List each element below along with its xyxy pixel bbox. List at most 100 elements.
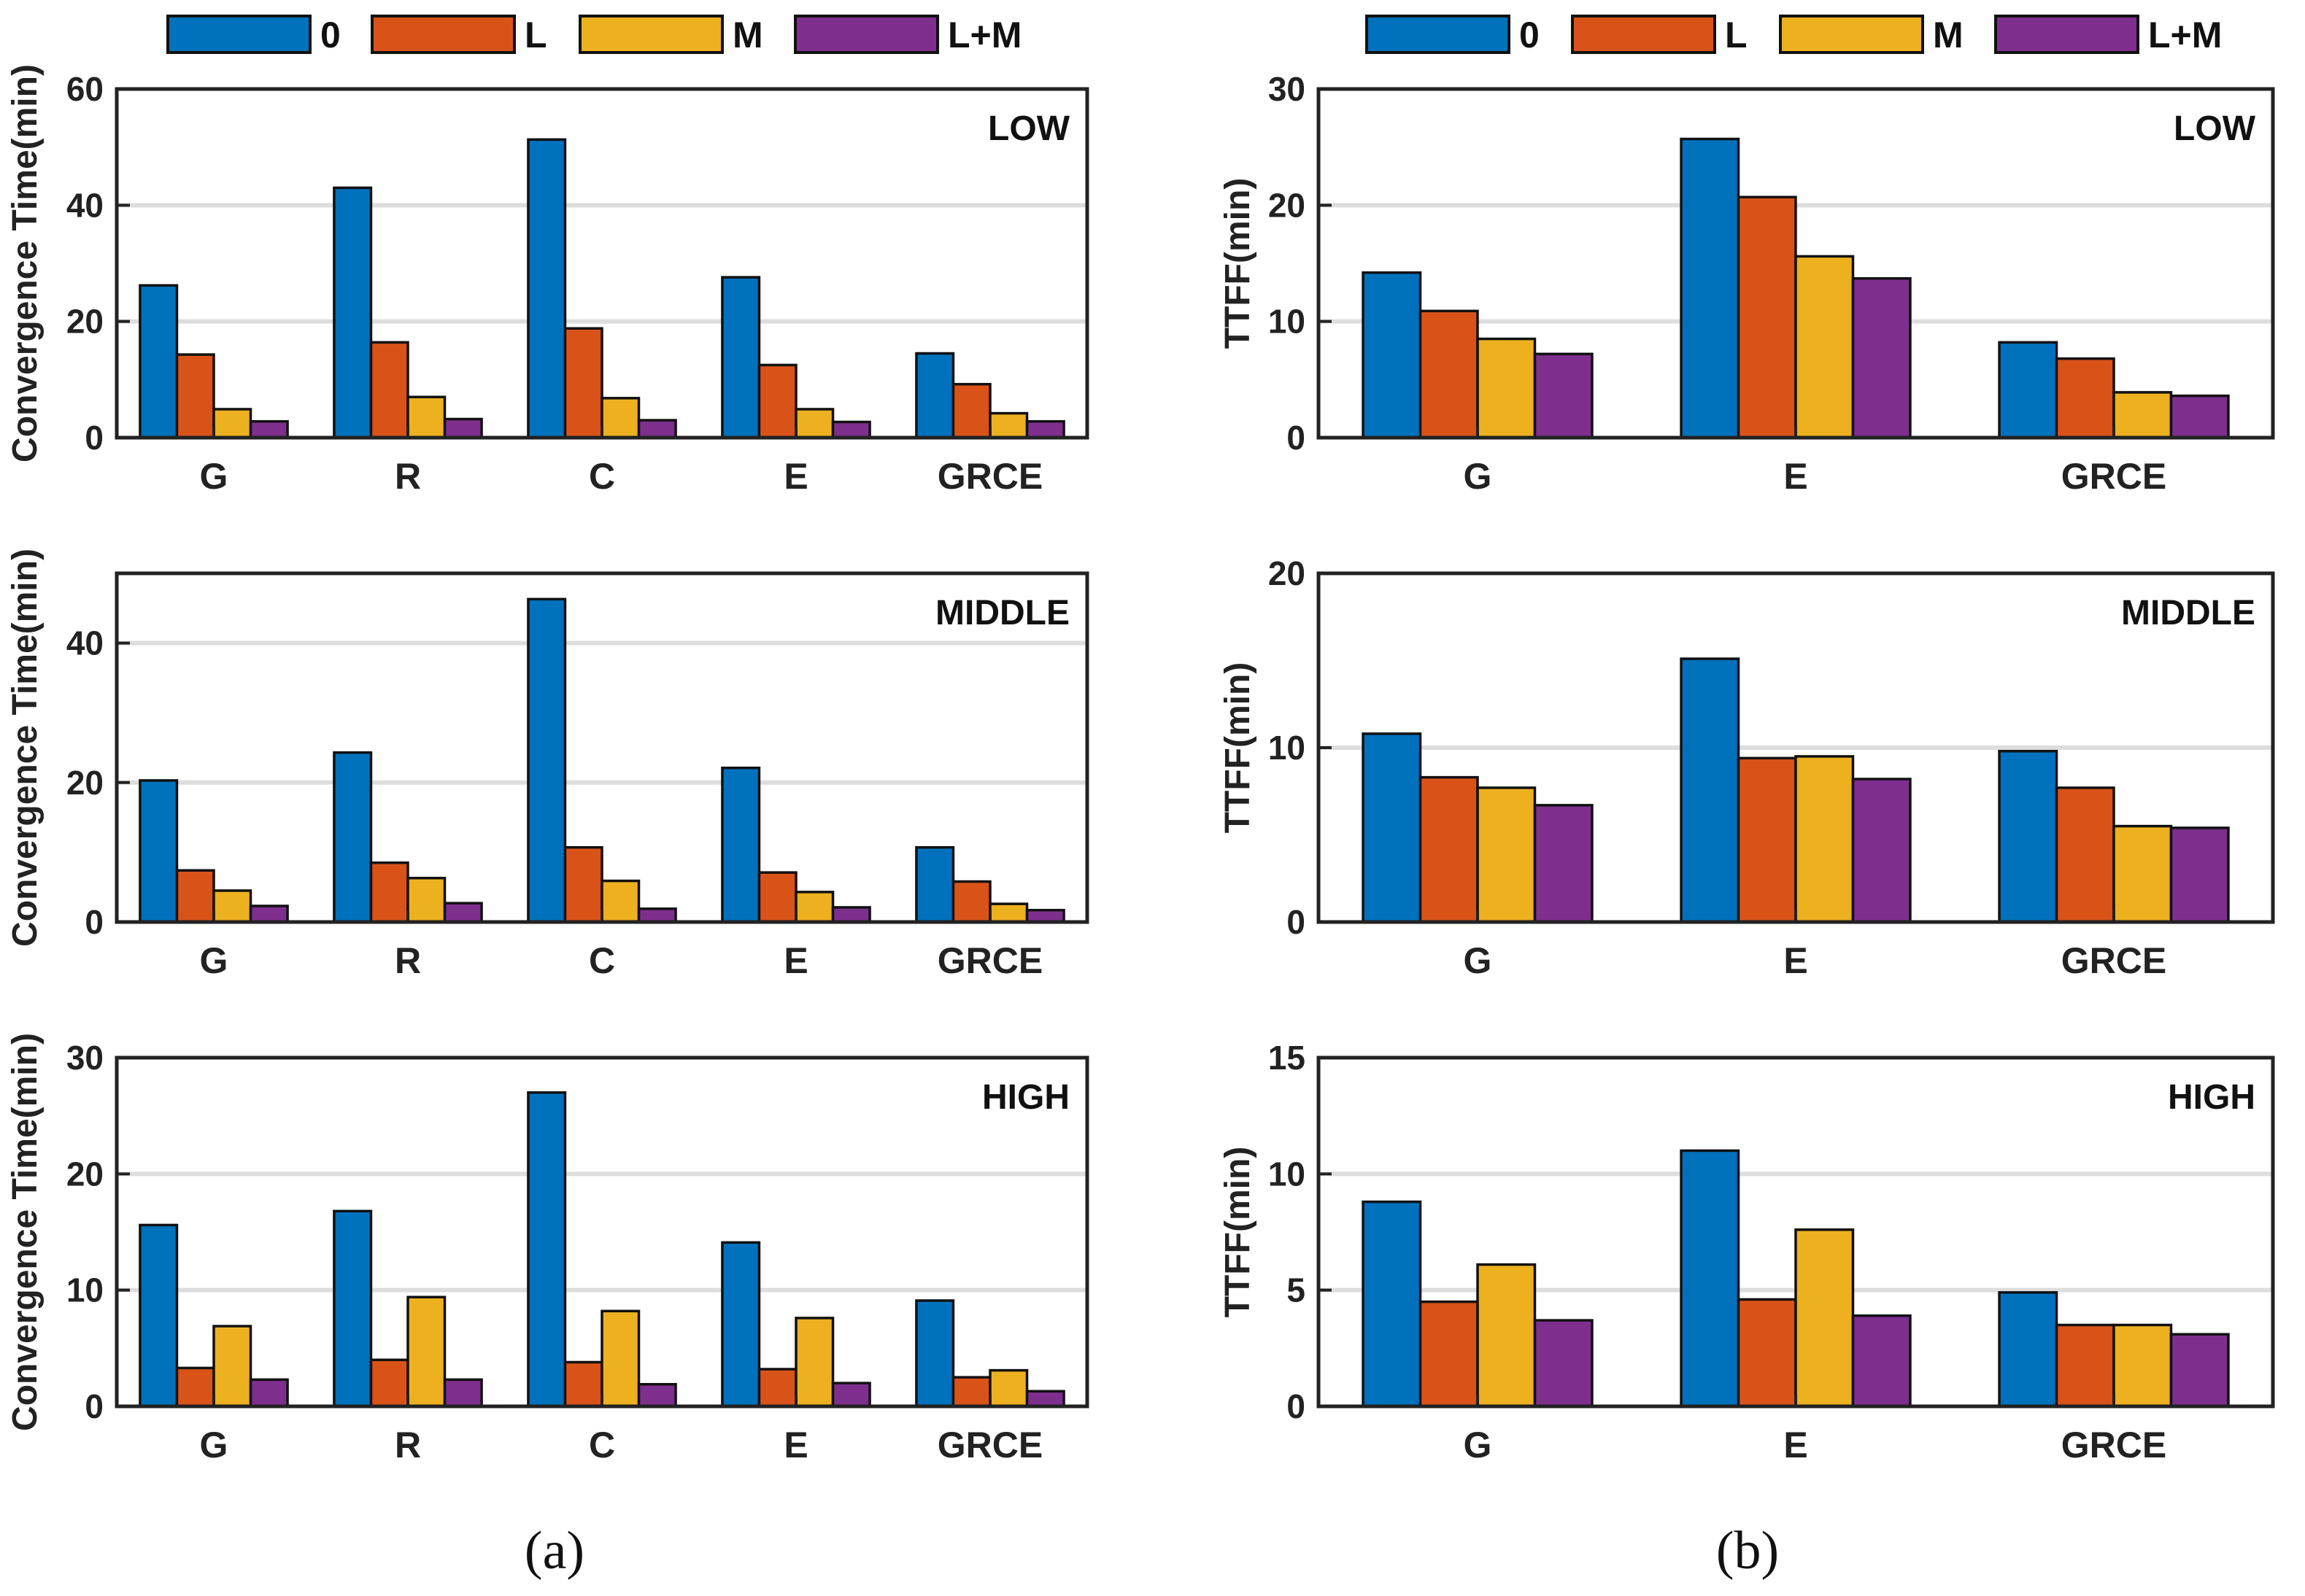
legend-left: 0 L M L+M: [166, 15, 1022, 55]
bar-G-M: [212, 1325, 252, 1408]
bar-G-0: [139, 779, 179, 923]
bar-GRCE-L+M: [2169, 1333, 2230, 1408]
x-tick-label: E: [1783, 456, 1807, 497]
bar-GRCE-0: [1998, 750, 2058, 923]
axes-frame: [1316, 1055, 2275, 1409]
bar-G-L+M: [249, 904, 289, 923]
bar-G-L: [1418, 1300, 1479, 1408]
bar-GRCE-M: [2112, 391, 2173, 439]
x-tick-label: GRCE: [938, 1425, 1043, 1465]
panel-b-high: 0 5 10 15 G E GRCE HIGH TTFF(min): [1219, 1039, 2275, 1465]
x-tick-label: E: [1783, 1425, 1807, 1465]
y-axis-label: TTFF(min): [1219, 178, 1257, 349]
bar-GRCE-L: [951, 880, 992, 923]
bar-G-L+M: [1533, 1319, 1594, 1408]
bar-GRCE-L: [2055, 786, 2115, 923]
bar-R-L+M: [443, 417, 483, 439]
bar-E-L: [1737, 756, 1797, 923]
x-tick-label: E: [784, 1425, 808, 1465]
y-tick-label: 20: [1268, 186, 1305, 224]
bar-GRCE-0: [1998, 341, 2058, 439]
y-tick-label: 0: [85, 903, 104, 941]
bar-R-L+M: [443, 1378, 483, 1408]
bar-C-0: [527, 1091, 567, 1408]
bar-E-M: [795, 408, 835, 439]
bar-E-0: [1680, 657, 1740, 923]
y-tick-label: 0: [1286, 903, 1305, 941]
x-tick-label: GRCE: [2061, 940, 2166, 981]
bar-R-M: [406, 395, 447, 439]
bar-R-0: [333, 186, 373, 439]
x-tick-label: E: [784, 940, 808, 981]
bar-E-L: [1737, 195, 1797, 439]
bar-G-L+M: [249, 419, 289, 439]
bar-E-M: [1794, 255, 1855, 439]
bar-E-0: [1680, 1149, 1740, 1408]
y-tick-label: 60: [66, 70, 104, 108]
bar-E-L+M: [1851, 1314, 1912, 1408]
legend-label-1: L: [525, 15, 547, 55]
bar-GRCE-L+M: [2169, 826, 2230, 923]
bar-G-M: [1476, 1263, 1537, 1408]
x-tick-label: E: [1783, 940, 1807, 981]
bar-G-L: [175, 1366, 215, 1408]
axes-frame: [115, 1055, 1089, 1409]
y-axis-label: TTFF(min): [1219, 662, 1257, 834]
bar-G-L: [175, 869, 215, 923]
bar-C-L+M: [637, 907, 677, 923]
x-tick-label: C: [589, 456, 615, 497]
x-tick-label: R: [395, 940, 421, 981]
y-axis-label: Convergence Time(min): [6, 549, 45, 947]
y-tick-label: 20: [1268, 554, 1305, 592]
bar-G-L: [1418, 309, 1479, 439]
bar-GRCE-L+M: [1025, 419, 1065, 439]
bar-C-L+M: [637, 419, 677, 439]
y-tick-label: 20: [66, 303, 104, 341]
panel-b-low: 0 10 20 30 G E GRCE LOW TTFF(min): [1219, 70, 2275, 497]
bar-R-M: [406, 1295, 447, 1408]
bar-E-L+M: [831, 906, 871, 923]
panel-title: LOW: [2174, 109, 2256, 148]
y-axis-label: Convergence Time(min): [6, 1033, 45, 1431]
bar-GRCE-M: [2112, 824, 2173, 923]
bar-R-L: [369, 341, 409, 439]
y-tick-label: 0: [85, 419, 104, 457]
x-tick-label: G: [1464, 1425, 1492, 1465]
x-tick-label: C: [589, 940, 615, 981]
bar-C-M: [601, 879, 641, 923]
y-tick-label: 30: [1268, 70, 1305, 108]
x-tick-label: GRCE: [2061, 1425, 2166, 1465]
bar-GRCE-0: [1998, 1291, 2058, 1408]
bar-GRCE-L+M: [2169, 394, 2230, 439]
legend-label-1: L: [1725, 15, 1748, 55]
x-tick-label: GRCE: [938, 940, 1043, 981]
subfigure-label-a: (a): [525, 1521, 584, 1581]
bar-G-0: [139, 1223, 179, 1408]
x-tick-label: G: [200, 1425, 228, 1465]
y-axis-label: TTFF(min): [1219, 1147, 1257, 1318]
bar-G-M: [1476, 786, 1537, 923]
bar-G-L+M: [1533, 804, 1594, 923]
panel-title: MIDDLE: [2121, 594, 2255, 632]
axes-frame: [1316, 87, 2275, 440]
bar-G-0: [1362, 732, 1422, 923]
bar-GRCE-L: [2055, 357, 2115, 439]
bar-R-L: [369, 861, 409, 923]
bar-GRCE-L+M: [1025, 1390, 1065, 1408]
legend-label-2: M: [733, 15, 763, 55]
x-tick-label: E: [784, 456, 808, 497]
x-tick-label: R: [395, 1425, 421, 1465]
panel-title: HIGH: [2168, 1078, 2255, 1117]
bar-E-L+M: [831, 420, 871, 439]
x-tick-label: GRCE: [938, 456, 1043, 497]
x-tick-label: GRCE: [2061, 456, 2166, 497]
bar-GRCE-0: [915, 1299, 955, 1408]
x-tick-label: G: [200, 940, 228, 981]
bar-GRCE-L: [2055, 1323, 2115, 1408]
legend-label-0: 0: [1519, 15, 1540, 55]
panel-title: HIGH: [982, 1078, 1070, 1117]
bar-C-L+M: [637, 1382, 677, 1408]
bar-E-0: [721, 766, 761, 923]
